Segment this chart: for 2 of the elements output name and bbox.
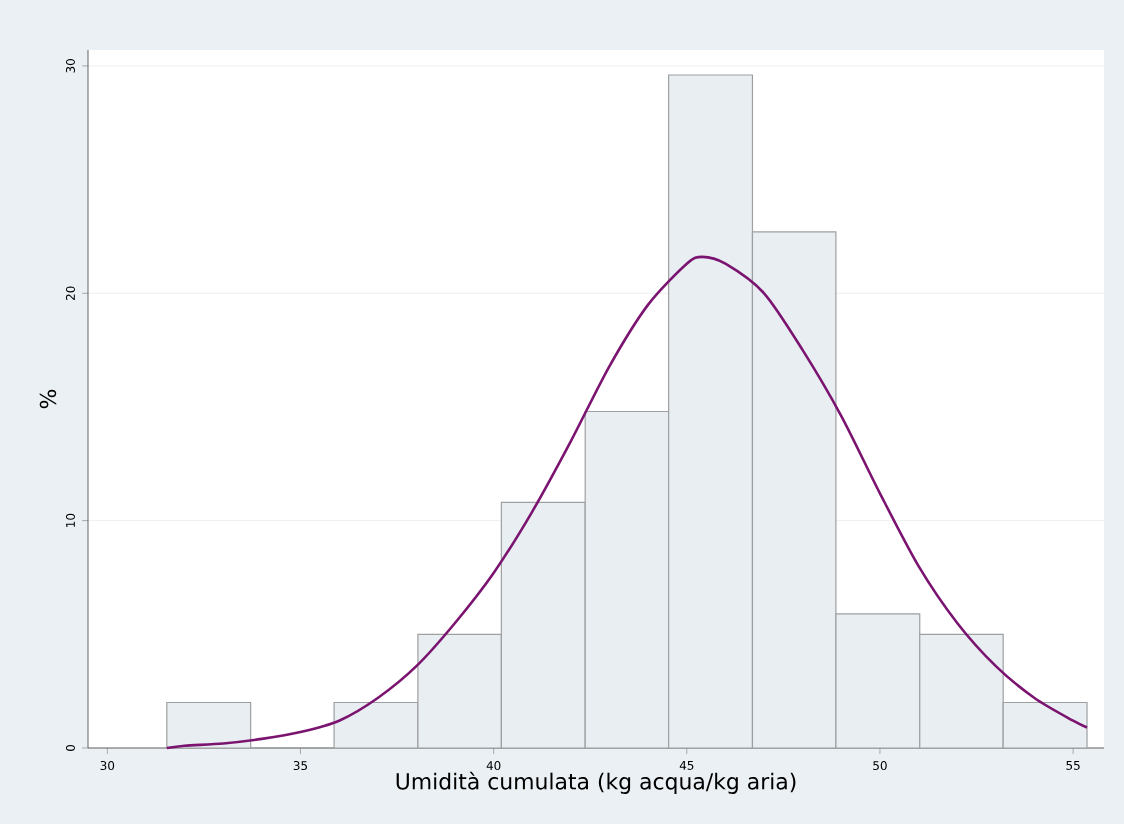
x-axis-title: Umidità cumulata (kg acqua/kg aria) [396, 771, 796, 794]
y-axis-title: % [39, 389, 57, 409]
